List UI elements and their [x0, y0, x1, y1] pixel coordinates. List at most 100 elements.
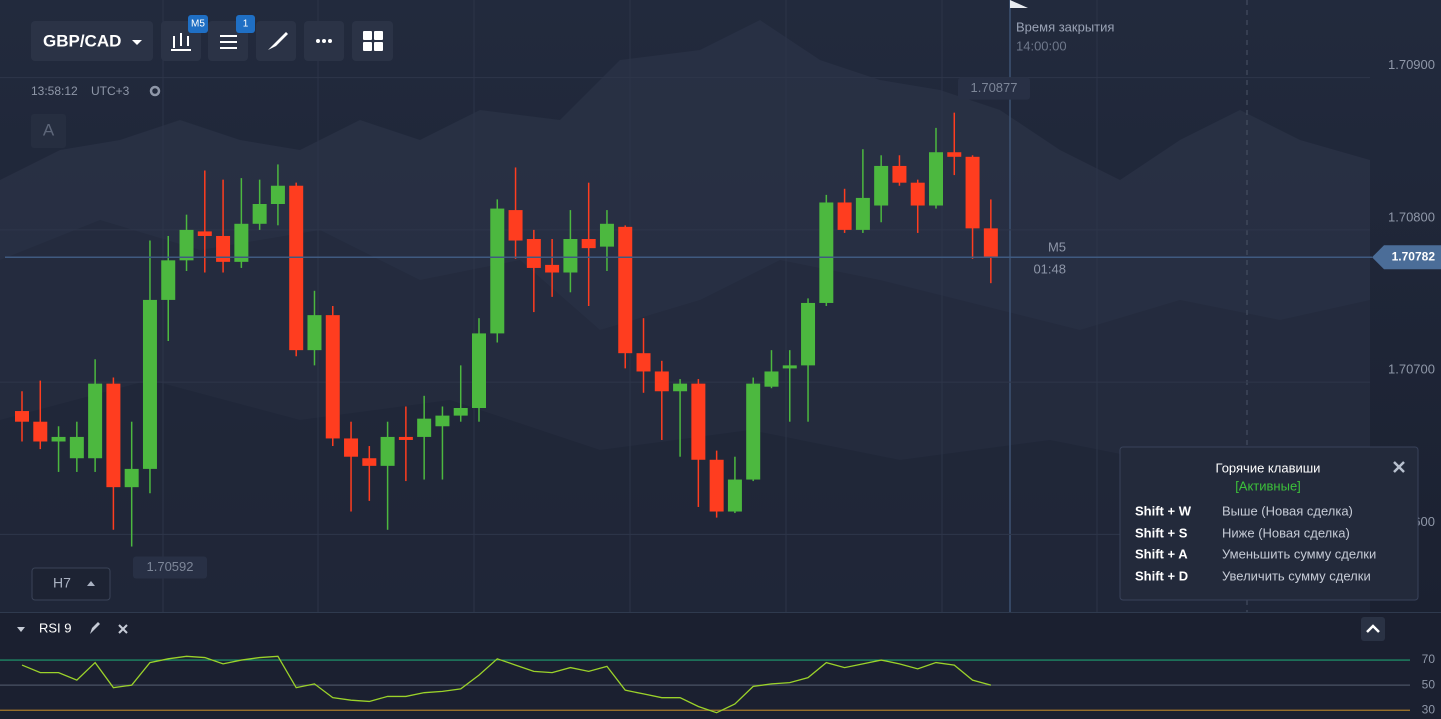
max-price: 1.70877 — [971, 80, 1018, 95]
rsi-title: RSI 9 — [39, 620, 72, 635]
candle-body — [344, 438, 359, 457]
y-tick-label: 1.70700 — [1388, 362, 1435, 377]
chevron — [1366, 624, 1380, 633]
candle-body — [252, 204, 267, 224]
grid-icon — [363, 31, 383, 51]
price-badge — [1372, 245, 1441, 270]
min-price: 1.70592 — [147, 559, 194, 574]
candle-body — [545, 264, 560, 273]
y-tick-label: 50 — [1422, 677, 1436, 691]
candle-body — [270, 185, 285, 204]
candle-body — [88, 383, 103, 459]
min-badge — [133, 556, 207, 579]
candle-body — [179, 229, 194, 261]
drawing-label-box — [31, 114, 66, 148]
hotkey-key: Shift + S — [1135, 525, 1188, 540]
close-icon[interactable] — [1393, 461, 1405, 473]
expiry-label: Время закрытия — [1016, 19, 1114, 34]
indicators-badge: 1 — [243, 19, 249, 30]
candle-body — [874, 165, 889, 206]
candle-body — [983, 228, 998, 258]
candle-body — [563, 239, 578, 273]
candle-body — [453, 408, 468, 416]
edit-icon[interactable] — [90, 622, 100, 634]
candle-body — [892, 165, 907, 183]
drawing-button[interactable] — [256, 21, 296, 61]
badge — [236, 15, 255, 33]
candle-body — [106, 383, 121, 488]
hotkey-key: Shift + D — [1135, 568, 1188, 583]
rsi-chart: 70 50 30 — [0, 652, 1435, 716]
candle-body — [289, 185, 304, 351]
candle-body — [417, 418, 432, 437]
collapse-arrow[interactable] — [17, 627, 25, 632]
candle-body — [581, 239, 596, 249]
candle-body — [599, 223, 614, 247]
candle-body — [673, 383, 688, 392]
timer-timeframe: M5 — [1048, 239, 1066, 254]
symbol-button[interactable] — [31, 21, 153, 61]
candle-body — [307, 315, 322, 351]
rsi-line — [21, 655, 992, 714]
candle-body — [837, 202, 852, 230]
candle-body — [764, 371, 779, 387]
symbol[interactable]: GBP/CAD — [43, 31, 121, 50]
candle-body — [362, 458, 377, 466]
candle-body — [124, 468, 139, 488]
clock-time: 13:58:12 — [31, 84, 78, 98]
candle-body — [15, 411, 29, 422]
candle-body — [398, 436, 413, 440]
zoom-arrow — [87, 581, 95, 586]
drawing-label: A — [43, 120, 55, 139]
candle-body — [819, 202, 834, 303]
y-tick-label: 1.70900 — [1388, 57, 1435, 72]
brush-icon — [268, 32, 288, 50]
candles-icon — [171, 33, 191, 51]
remove-icon[interactable] — [118, 624, 128, 634]
timer-remaining: 01:48 — [1033, 261, 1066, 276]
candle-body — [33, 421, 48, 442]
layout-button[interactable] — [352, 21, 393, 61]
hotkeys-status: [Активные] — [1235, 478, 1301, 493]
hotkey-action: Выше (Новая сделка) — [1222, 503, 1353, 518]
hotkeys-panel: Горячие клавиши [Активные] Shift + W Выш… — [1119, 446, 1419, 601]
hotkey-action: Увеличить сумму сделки — [1222, 568, 1371, 583]
clock-timezone: UTC+3 — [91, 84, 130, 98]
candle-body — [526, 239, 541, 268]
current-price: 1.70782 — [1392, 249, 1436, 263]
dropdown-arrow — [132, 40, 142, 45]
candle-body — [618, 226, 633, 354]
candle-body — [654, 371, 669, 392]
candle-body — [709, 459, 724, 512]
candle-body — [801, 302, 816, 366]
hotkey-action: Ниже (Новая сделка) — [1222, 525, 1350, 540]
max-badge — [958, 77, 1030, 100]
candle-body — [782, 365, 797, 369]
price-chart: 1.709001.708001.707001.706001.707821.708… — [0, 57, 1441, 579]
expand-button[interactable] — [1361, 617, 1385, 641]
expiry-flag — [1010, 0, 1028, 8]
candle-body — [325, 315, 340, 439]
sliders-icon — [220, 35, 237, 49]
candle-body — [508, 210, 523, 241]
candle-body — [161, 260, 176, 300]
candle-body — [472, 333, 486, 408]
candle-body — [435, 415, 450, 427]
candle-body — [380, 436, 395, 466]
candle-body — [929, 152, 943, 206]
hotkeys-title: Горячие клавиши — [1216, 460, 1321, 475]
candle-body — [965, 156, 980, 229]
hotkey-key: Shift + W — [1135, 503, 1192, 518]
zoom-button[interactable] — [31, 567, 111, 601]
settings-icon[interactable] — [149, 85, 161, 97]
expiry-time: 14:00:00 — [1016, 38, 1067, 53]
hotkey-action: Уменьшить сумму сделки — [1222, 546, 1376, 561]
zoom-label[interactable]: H7 — [53, 575, 71, 591]
candle-body — [855, 197, 870, 230]
candle-body — [234, 223, 249, 262]
candle-body — [947, 152, 962, 157]
y-tick-label: 30 — [1422, 702, 1436, 716]
badge — [188, 15, 208, 33]
